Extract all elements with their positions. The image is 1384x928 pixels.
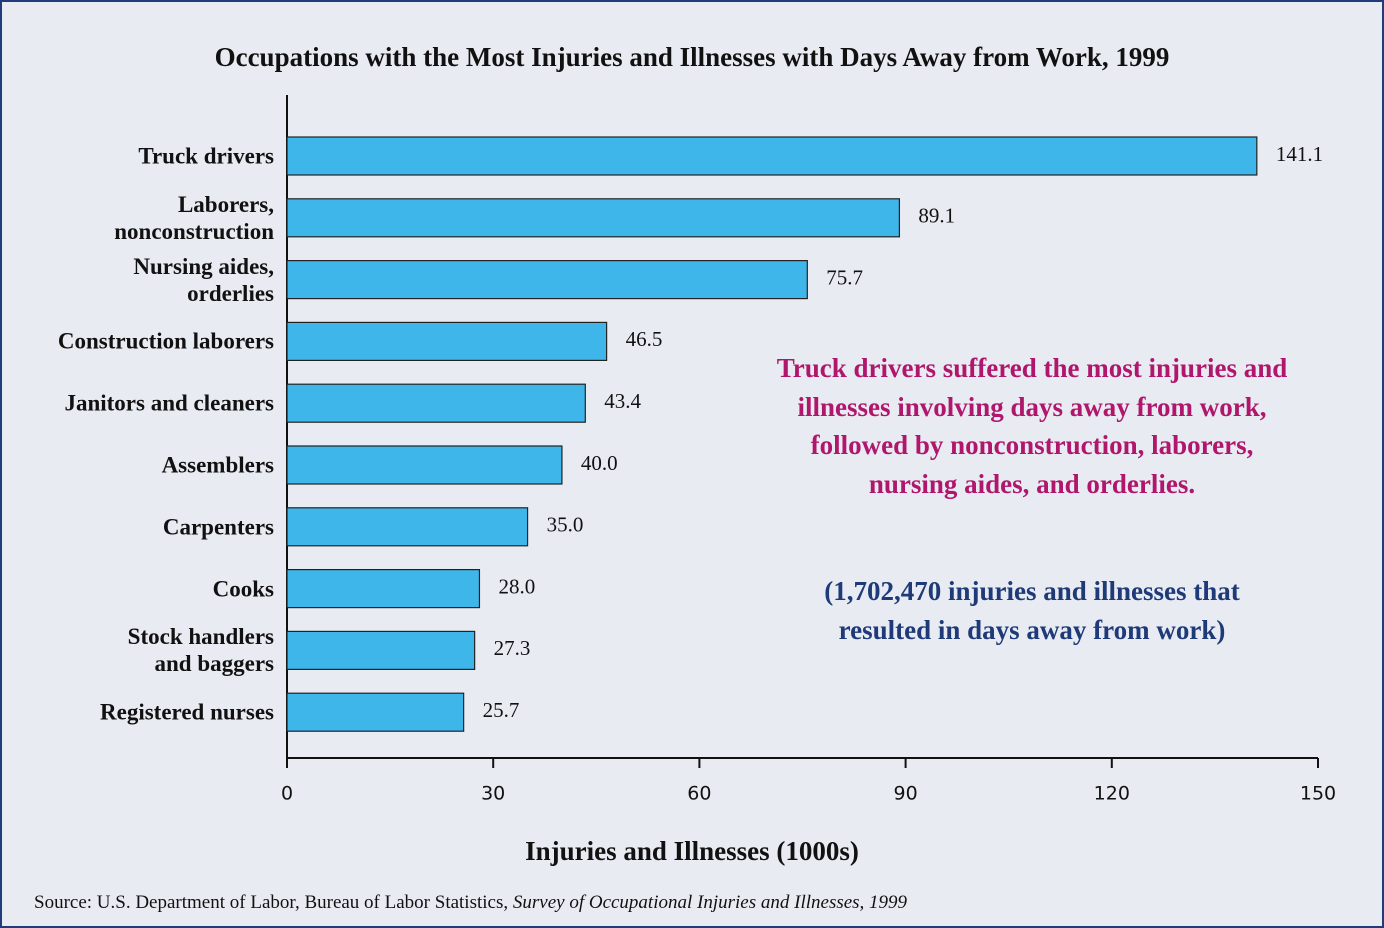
x-axis-title: Injuries and Illnesses (1000s) <box>525 836 859 866</box>
source-text: Source: U.S. Department of Labor, Bureau… <box>34 892 513 913</box>
y-tick-label: Laborers, nonconstruction <box>114 191 274 244</box>
y-tick-label: Nursing aides, orderlies <box>133 253 274 306</box>
value-label: 75.7 <box>826 265 863 289</box>
value-label: 40.0 <box>581 451 618 475</box>
bar <box>286 383 586 423</box>
bar <box>286 692 465 732</box>
y-tick-label: Janitors and cleaners <box>64 390 274 416</box>
bar <box>286 136 1258 176</box>
y-tick-label: Truck drivers <box>138 143 274 169</box>
annotation: Truck drivers suffered the most injuries… <box>776 353 1288 499</box>
bar <box>286 445 563 485</box>
x-tick-label: 150 <box>1300 783 1336 805</box>
chart-title: Occupations with the Most Injuries and I… <box>214 42 1170 72</box>
y-tick-label: Registered nurses <box>100 699 274 725</box>
value-label: 46.5 <box>626 327 663 351</box>
annotation: (1,702,470 injuries and illnesses that r… <box>824 576 1240 645</box>
bar <box>286 260 808 300</box>
y-tick-label: Construction laborers <box>57 328 274 354</box>
bar <box>286 630 476 671</box>
y-tick-label: Stock handlers and baggers <box>127 624 274 677</box>
bar <box>286 321 608 361</box>
value-label: 43.4 <box>604 389 641 413</box>
x-tick-label: 30 <box>481 783 505 805</box>
y-tick-label: Assemblers <box>161 452 274 478</box>
value-label: 89.1 <box>918 204 955 228</box>
source-title: Survey of Occupational Injuries and Illn… <box>512 892 908 913</box>
bar <box>286 198 901 238</box>
x-tick-label: 120 <box>1094 783 1130 805</box>
x-tick-label: 0 <box>281 783 293 805</box>
value-label: 25.7 <box>483 698 520 722</box>
value-label: 141.1 <box>1276 142 1323 166</box>
y-tick-label: Cooks <box>212 576 274 602</box>
bar <box>286 507 529 547</box>
source: Source: U.S. Department of Labor, Bureau… <box>34 892 907 914</box>
bar <box>286 568 481 609</box>
x-tick-label: 90 <box>894 783 918 805</box>
value-label: 35.0 <box>547 513 584 537</box>
value-label: 28.0 <box>498 574 535 598</box>
x-tick-label: 60 <box>687 783 711 805</box>
y-tick-label: Carpenters <box>162 514 274 540</box>
value-label: 27.3 <box>494 636 531 660</box>
